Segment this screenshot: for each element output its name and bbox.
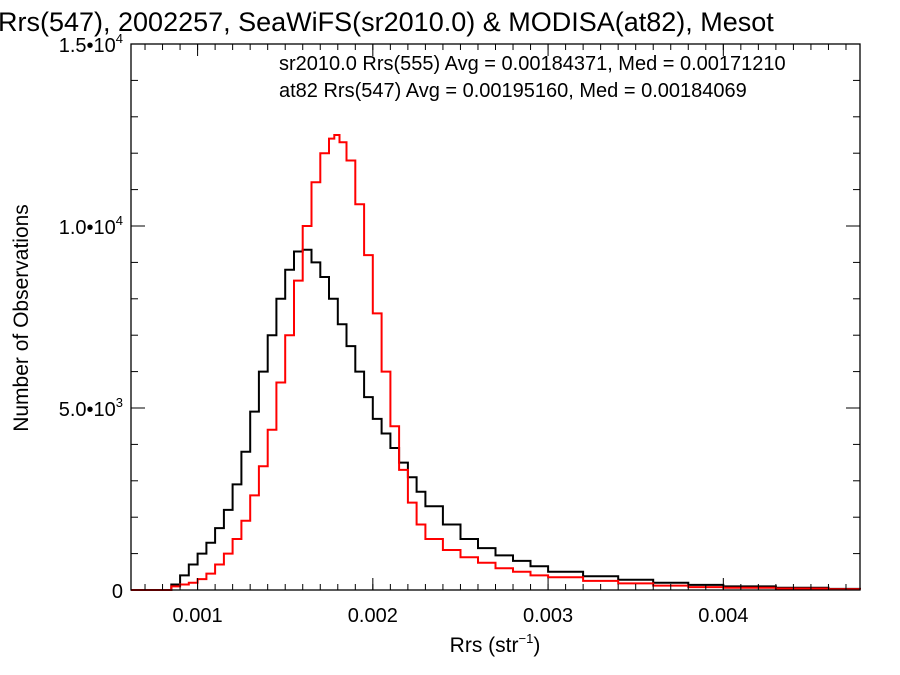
x-tick-label: 0.004 xyxy=(698,605,748,627)
plot-area xyxy=(131,134,861,591)
series-layer xyxy=(131,134,861,591)
x-axis-ticks: 0.001 0.002 0.003 0.004 xyxy=(144,44,847,627)
y-tick-label: 1.0•104 xyxy=(59,213,123,239)
legend: sr2010.0 Rrs(555) Avg = 0.00184371, Med … xyxy=(279,53,786,102)
legend-entry-red: at82 Rrs(547) Avg = 0.00195160, Med = 0.… xyxy=(279,80,747,102)
y-tick-label: 5.0•103 xyxy=(59,395,123,421)
x-tick-label: 0.003 xyxy=(523,605,573,627)
y-tick-label: 0 xyxy=(112,581,123,603)
x-tick-label: 0.001 xyxy=(173,605,223,627)
x-tick-label: 0.002 xyxy=(348,605,398,627)
legend-entry-black: sr2010.0 Rrs(555) Avg = 0.00184371, Med … xyxy=(279,53,786,75)
y-tick-label: 1.5•104 xyxy=(59,31,123,57)
y-axis-label: Number of Observations xyxy=(10,204,33,432)
series-line-red xyxy=(131,134,861,591)
chart-title: Rrs(547), 2002257, SeaWiFS(sr2010.0) & M… xyxy=(0,7,774,37)
plot-frame xyxy=(130,43,861,591)
x-axis-label: Rrs (str−1) xyxy=(450,631,541,657)
y-axis-ticks: 0 5.0•103 1.0•104 1.5•104 xyxy=(59,31,860,603)
series-line-black xyxy=(131,248,861,591)
